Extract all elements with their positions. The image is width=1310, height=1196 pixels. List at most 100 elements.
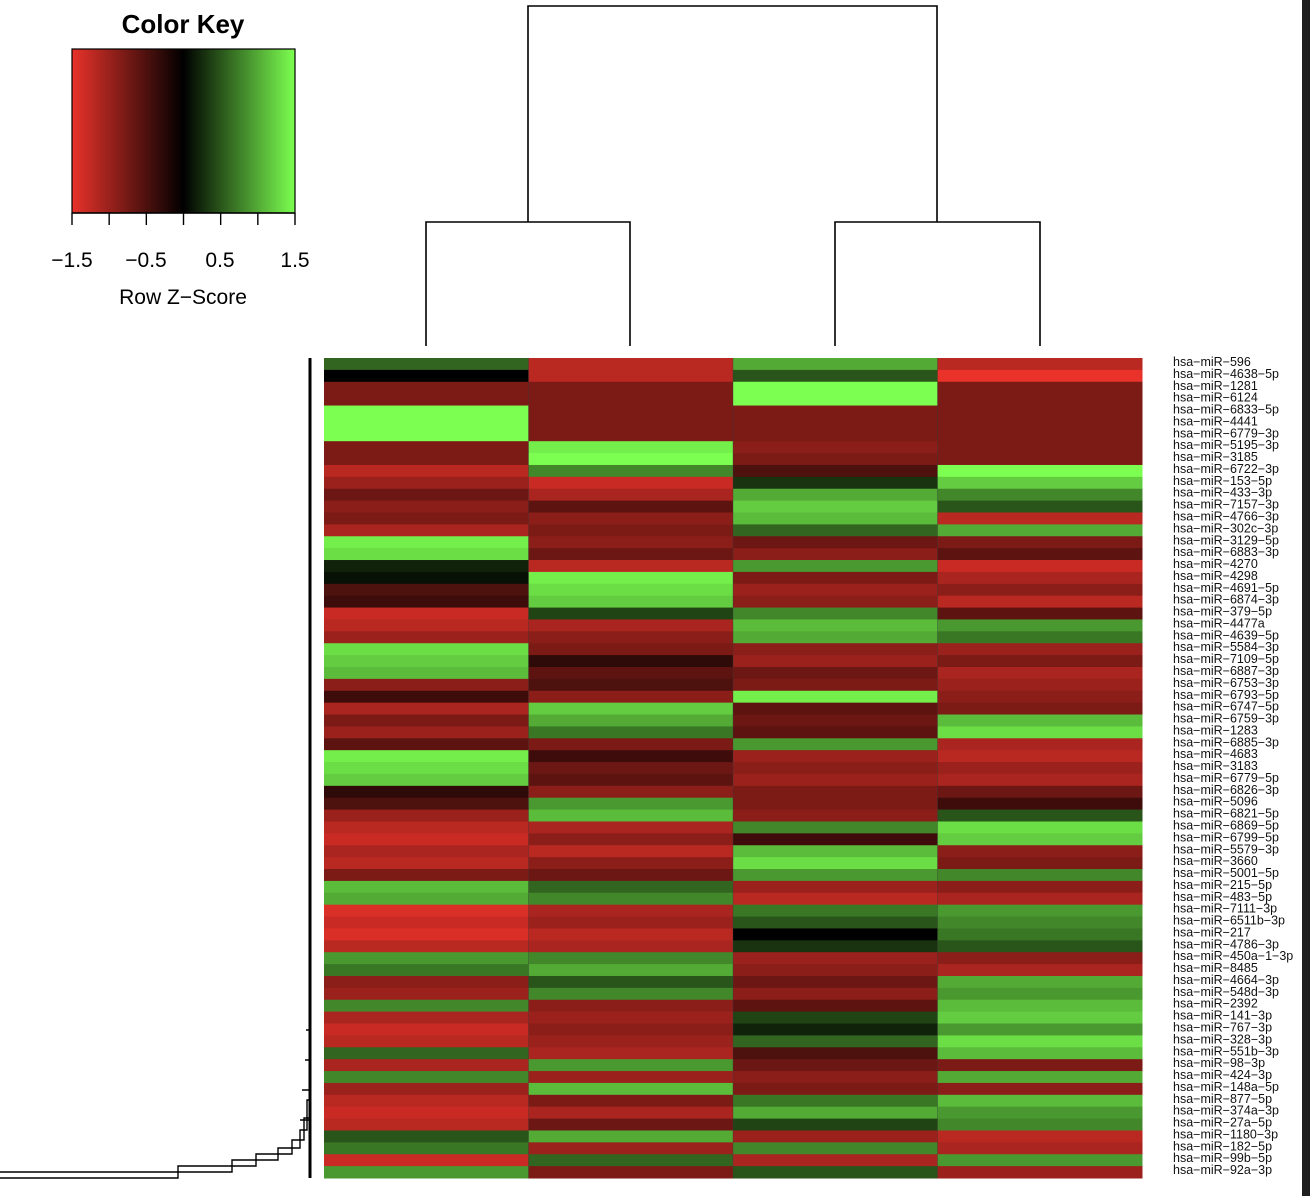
heatmap-cell	[733, 453, 938, 466]
row-label: hsa−miR−302c−3p	[1173, 521, 1278, 535]
heatmap-cell	[528, 975, 734, 989]
heatmap-cell	[324, 821, 529, 834]
heatmap-cell	[733, 1118, 938, 1131]
heatmap-cell	[528, 1082, 734, 1096]
heatmap-cell	[733, 952, 938, 965]
heatmap-cell	[733, 1154, 938, 1167]
heatmap-cell	[528, 785, 734, 799]
heatmap-cell	[937, 916, 1143, 929]
heatmap-cell	[324, 1047, 529, 1060]
heatmap-cell	[937, 595, 1143, 609]
dendrogram-right-branch	[834, 221, 1041, 346]
row-label: hsa−miR−6833−5p	[1173, 403, 1279, 417]
heatmap-cell	[733, 488, 938, 502]
heatmap-cell	[733, 975, 938, 989]
heatmap-cell	[733, 738, 938, 751]
heatmap-cell	[324, 393, 529, 407]
window-scrollbar[interactable]	[1302, 0, 1310, 1196]
heatmap-cell	[528, 964, 734, 977]
heatmap-cell	[937, 1106, 1143, 1120]
heatmap-cell	[528, 928, 734, 941]
heatmap-cell	[937, 1154, 1143, 1167]
heatmap-cell	[324, 1130, 529, 1143]
heatmap-cell	[937, 678, 1143, 692]
heatmap-cell	[528, 453, 734, 466]
heatmap-cell	[324, 381, 529, 395]
row-label: hsa−miR−596	[1173, 355, 1251, 369]
heatmap-cell	[937, 1035, 1143, 1048]
heatmap-cell	[528, 488, 734, 502]
heatmap-cell	[528, 714, 734, 727]
heatmap-cell	[528, 500, 734, 513]
row-label: hsa−miR−5579−3p	[1173, 842, 1279, 856]
heatmap-cell	[324, 809, 529, 822]
heatmap-cell	[324, 607, 529, 620]
heatmap-cell	[733, 512, 938, 525]
heatmap-cell	[733, 464, 938, 478]
row-label: hsa−miR−3185	[1173, 450, 1258, 464]
heatmap-cell	[528, 833, 734, 846]
heatmap-cell	[733, 1071, 938, 1084]
row-label: hsa−miR−6883−3p	[1173, 545, 1279, 559]
row-label: hsa−miR−551b−3p	[1173, 1044, 1279, 1058]
row-label: hsa−miR−6799−5p	[1173, 830, 1279, 844]
heatmap-cell	[324, 1142, 529, 1155]
heatmap-cell	[324, 952, 529, 965]
heatmap-cell	[733, 595, 938, 609]
row-label: hsa−miR−4639−5p	[1173, 628, 1279, 642]
heatmap-cell	[937, 369, 1143, 383]
heatmap-cell	[733, 726, 938, 739]
row-label: hsa−miR−4691−5p	[1173, 581, 1279, 595]
heatmap-cell	[528, 940, 734, 953]
heatmap-cell	[324, 1035, 529, 1048]
row-label: hsa−miR−98−3p	[1173, 1056, 1265, 1070]
heatmap-cell	[937, 666, 1143, 680]
heatmap-cell	[937, 833, 1143, 846]
heatmap-cell	[937, 655, 1143, 668]
row-dendrogram	[0, 358, 312, 1179]
heatmap-cell	[733, 869, 938, 882]
heatmap-cell	[937, 571, 1143, 585]
heatmap-cell	[528, 595, 734, 609]
heatmap-cell	[528, 678, 734, 692]
heatmap-cell	[733, 643, 938, 656]
heatmap-cell	[733, 809, 938, 822]
heatmap-cell	[937, 821, 1143, 834]
heatmap-cell	[937, 524, 1143, 537]
row-label: hsa−miR−2392	[1173, 997, 1258, 1011]
heatmap-cell	[937, 1011, 1143, 1024]
heatmap-cell	[324, 429, 529, 442]
heatmap-cell	[733, 1094, 938, 1108]
heatmap-cell	[733, 524, 938, 537]
heatmap-cell	[528, 726, 734, 739]
heatmap-cell	[733, 750, 938, 763]
heatmap-cell	[528, 904, 734, 918]
heatmap-cell	[324, 1154, 529, 1167]
heatmap-cell	[528, 1035, 734, 1048]
heatmap-cell	[528, 1166, 734, 1179]
heatmap-cell	[324, 833, 529, 846]
row-label: hsa−miR−6753−3p	[1173, 676, 1279, 690]
heatmap-cell	[528, 583, 734, 597]
heatmap-cell	[733, 429, 938, 442]
heatmap-cell	[324, 987, 529, 1001]
heatmap-cell	[324, 785, 529, 799]
heatmap-cell	[528, 1011, 734, 1024]
heatmap-cell	[733, 1023, 938, 1036]
row-label: hsa−miR−6779−5p	[1173, 771, 1279, 785]
row-label: hsa−miR−92a−3p	[1173, 1163, 1272, 1177]
heatmap-cell	[324, 762, 529, 775]
heatmap-cell	[528, 631, 734, 644]
heatmap-cell	[528, 738, 734, 751]
heatmap-cell	[324, 1118, 529, 1131]
heatmap-cell	[324, 975, 529, 989]
heatmap-cell	[937, 536, 1143, 549]
heatmap-cell	[528, 417, 734, 430]
heatmap-cell	[937, 548, 1143, 561]
row-label: hsa−miR−5584−3p	[1173, 640, 1279, 654]
row-labels: hsa−miR−596hsa−miR−4638−5phsa−miR−1281hs…	[1173, 355, 1293, 1177]
heatmap-cell	[733, 714, 938, 727]
heatmap-cell	[733, 797, 938, 811]
heatmap-cell	[937, 726, 1143, 739]
heatmap-cell	[733, 1035, 938, 1048]
